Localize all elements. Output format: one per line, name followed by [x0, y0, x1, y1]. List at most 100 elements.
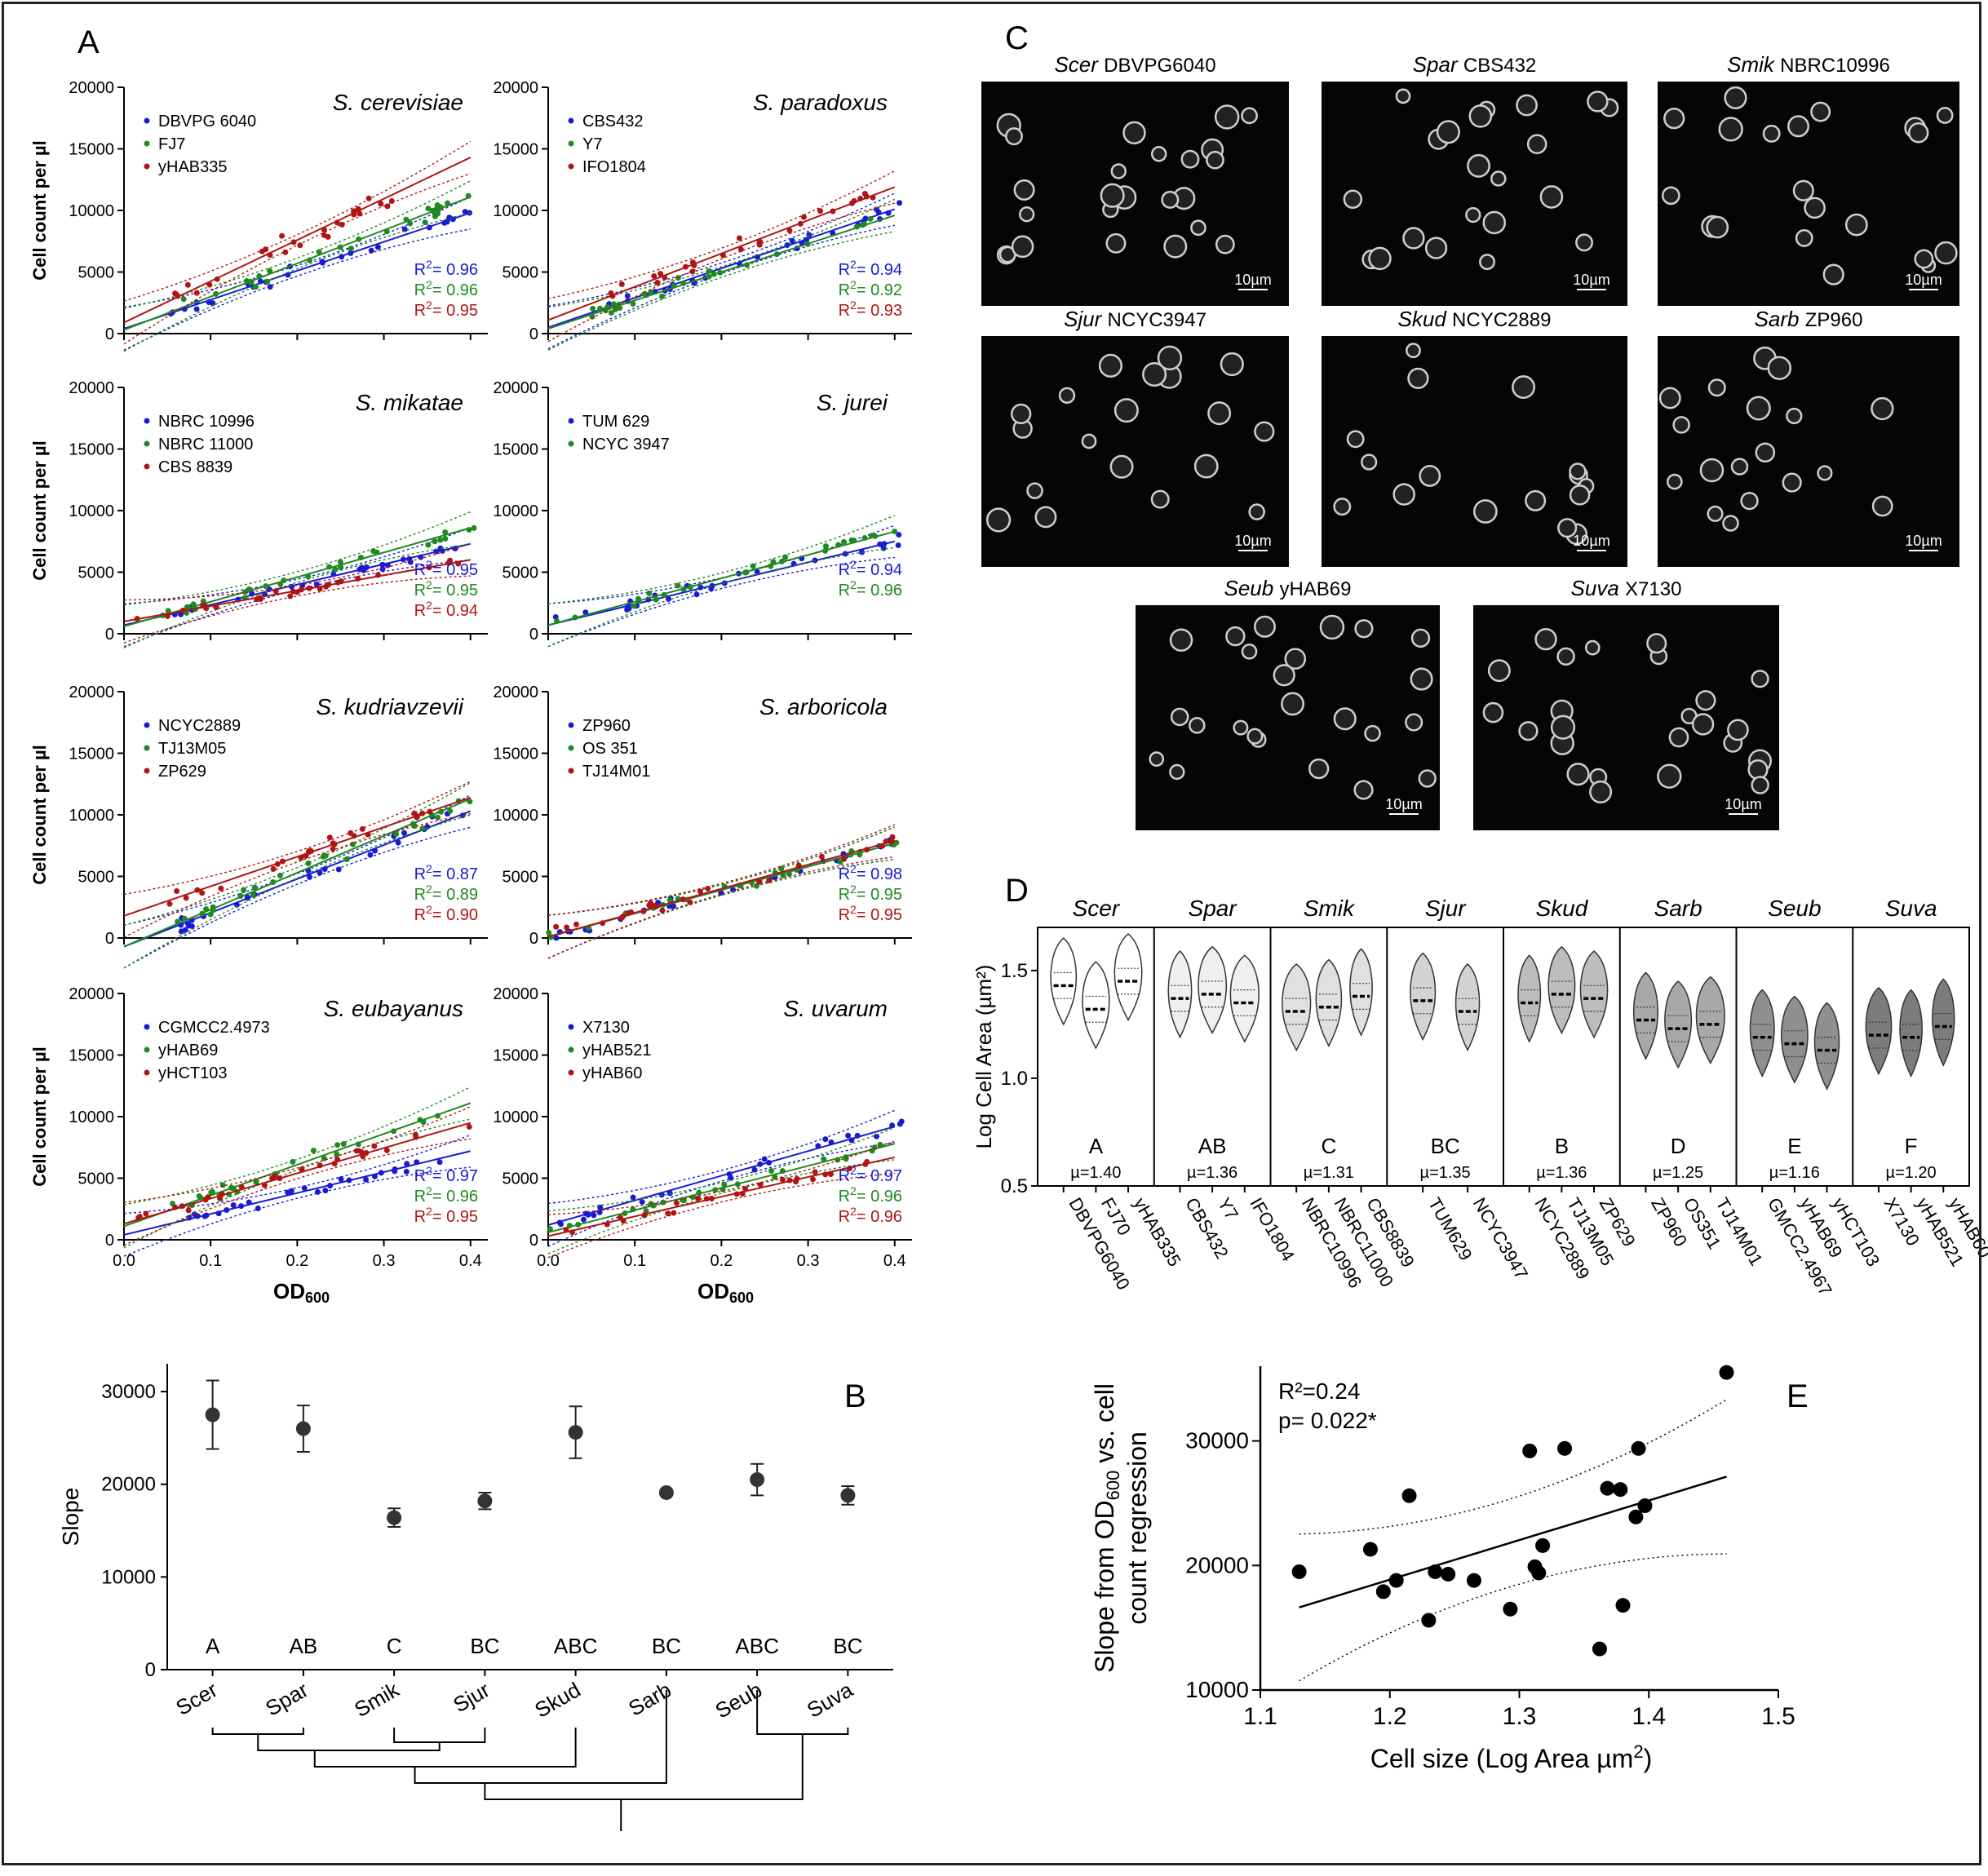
yeast-cell — [1150, 489, 1170, 509]
data-point — [675, 275, 681, 281]
data-point — [1719, 1365, 1734, 1380]
data-point — [178, 928, 184, 935]
legend-label: NCYC2889 — [158, 717, 241, 735]
data-point — [185, 1207, 192, 1214]
yeast-cell — [1405, 713, 1423, 732]
yeast-cell — [1730, 458, 1749, 476]
data-point — [828, 1171, 835, 1178]
data-point — [786, 228, 793, 234]
data-point — [553, 935, 560, 941]
data-point — [213, 604, 219, 611]
data-point — [334, 219, 340, 226]
legend-marker — [144, 418, 150, 424]
yeast-cell — [1584, 639, 1601, 656]
data-point — [334, 1156, 341, 1162]
yeast-cell — [1908, 122, 1929, 144]
data-point — [641, 290, 648, 297]
r2-label: R2= 0.95 — [414, 1205, 478, 1226]
micrograph-spar: 10µm Spar CBS432 — [1322, 52, 1627, 306]
yeast-cell — [1150, 146, 1167, 162]
data-point — [322, 1188, 329, 1194]
yeast-cell — [1273, 664, 1295, 687]
data-point — [238, 1184, 245, 1190]
data-point — [243, 278, 250, 285]
data-point — [355, 576, 361, 582]
data-point — [646, 590, 653, 596]
legend-label: CBS 8839 — [158, 458, 232, 476]
y-tick-label: 15000 — [493, 1047, 538, 1065]
data-point — [230, 1202, 237, 1209]
y-tick-label: 20000 — [69, 79, 114, 97]
yeast-cell — [1058, 387, 1076, 404]
data-point — [264, 278, 271, 285]
data-point — [566, 1223, 573, 1229]
data-point — [355, 1141, 361, 1148]
regression-line — [1299, 1476, 1727, 1608]
y-tick-label: 10000 — [493, 1108, 538, 1126]
data-point — [726, 1171, 733, 1178]
data-point — [846, 1165, 852, 1171]
data-point — [199, 890, 206, 896]
yeast-cell — [1512, 375, 1536, 400]
legend-label: ZP960 — [582, 717, 631, 735]
data-point — [662, 274, 668, 281]
y-tick-label: 20000 — [1185, 1552, 1249, 1577]
legend-marker — [568, 722, 574, 728]
y-tick-label: 0 — [145, 1659, 156, 1681]
yeast-cell — [1207, 401, 1232, 426]
yeast-cell — [1241, 644, 1258, 660]
data-point — [572, 614, 578, 621]
y-tick-label: 20000 — [69, 379, 114, 397]
confidence-band — [123, 228, 471, 351]
confidence-band — [123, 575, 471, 644]
data-point — [680, 896, 687, 903]
data-point — [210, 904, 216, 910]
data-point — [600, 920, 606, 927]
yeast-cell — [1109, 454, 1134, 479]
data-point — [435, 1113, 441, 1119]
data-point — [307, 847, 313, 854]
yeast-cell — [1707, 378, 1726, 397]
data-point — [274, 861, 281, 867]
violin — [1167, 950, 1193, 1039]
confidence-band — [547, 1140, 896, 1215]
data-point — [862, 215, 869, 222]
data-point — [246, 1199, 252, 1206]
y-tick-label: 20000 — [493, 684, 538, 701]
data-point — [444, 219, 450, 225]
data-point — [1466, 1573, 1481, 1588]
data-point — [253, 1178, 259, 1184]
significance-letter: C — [1321, 1134, 1336, 1158]
data-point — [307, 257, 313, 263]
x-tick-label: 0.0 — [113, 1252, 135, 1270]
data-point — [610, 301, 617, 308]
legend-marker — [144, 440, 150, 447]
data-point — [761, 1156, 768, 1162]
violin — [1813, 1002, 1840, 1091]
yeast-cell — [1013, 179, 1035, 201]
data-point — [739, 1190, 746, 1197]
data-point — [697, 888, 703, 895]
x-tick-label: 0.0 — [537, 1252, 560, 1270]
data-point — [183, 895, 189, 901]
y-axis-label: Cell count per µl — [29, 140, 50, 281]
x-axis-label: OD600 — [697, 1279, 754, 1306]
data-point — [757, 1182, 764, 1188]
regression-plot-2: 0 5000 10000 15000 20000 S. mikatae NBRC 10996… — [69, 379, 488, 648]
scale-bar-label: 10µm — [1234, 533, 1271, 549]
data-point — [215, 1210, 222, 1217]
data-point — [330, 846, 336, 852]
data-point — [251, 884, 258, 891]
yeast-cell — [1011, 235, 1034, 259]
violin — [1749, 989, 1775, 1077]
confidence-band — [123, 794, 472, 926]
yeast-cell — [1746, 396, 1771, 421]
violin — [1547, 945, 1576, 1035]
data-point — [766, 877, 773, 883]
violin — [1517, 954, 1542, 1043]
dendrogram-branch — [257, 1734, 441, 1751]
yeast-cell — [1569, 462, 1587, 480]
data-point — [693, 591, 700, 598]
data-point — [219, 1191, 225, 1197]
